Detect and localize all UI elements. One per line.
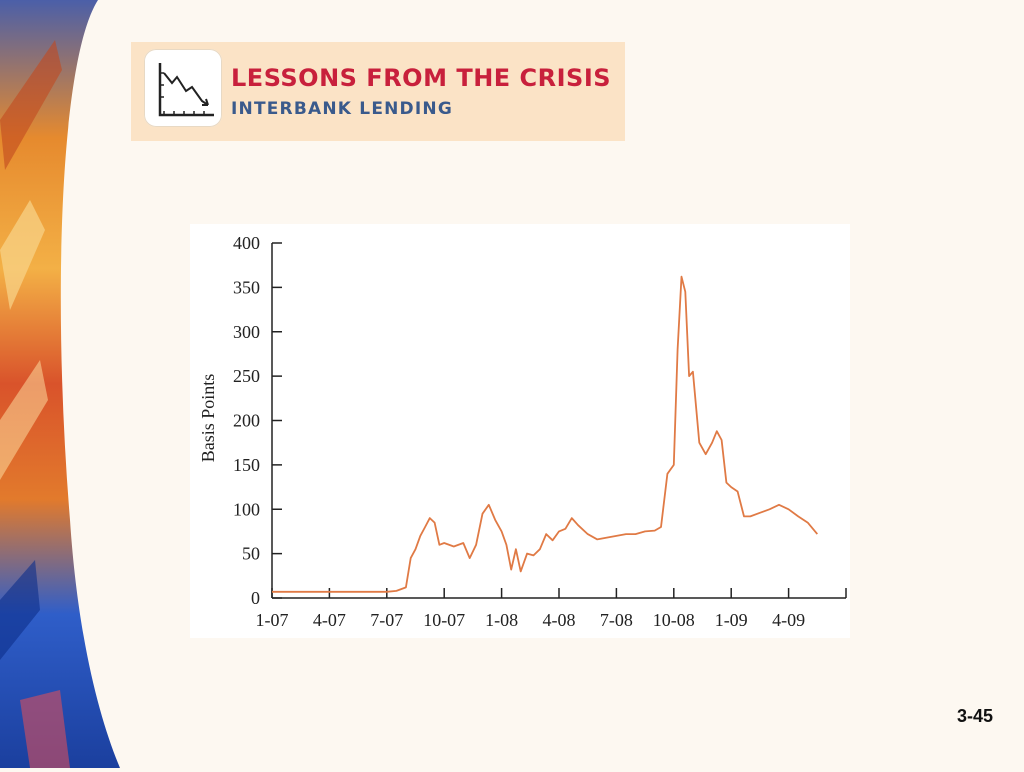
y-tick-label: 350 (233, 277, 260, 297)
y-tick-label: 150 (233, 455, 260, 475)
interbank-spread-chart: 0 50 100 150 200 250 300 350 400 1-07 4-07 7-07 10-… (198, 233, 847, 630)
x-axis: 1-07 4-07 7-07 10-07 1-08 4-08 7-08 10-08 1-09 4-… (256, 588, 847, 630)
x-tick-label: 4-07 (313, 610, 346, 630)
y-tick-label: 50 (242, 544, 260, 564)
y-tick-label: 250 (233, 366, 260, 386)
decorative-side-art (0, 0, 120, 768)
lesson-banner: LESSONS FROM THE CRISIS INTERBANK LENDIN… (131, 42, 625, 141)
y-tick-label: 0 (251, 588, 260, 608)
y-axis-title: Basis Points (198, 374, 218, 463)
x-tick-label: 10-08 (653, 610, 695, 630)
x-tick-label: 4-08 (543, 610, 576, 630)
x-tick-label: 1-08 (485, 610, 518, 630)
x-tick-label: 1-07 (256, 610, 289, 630)
y-tick-label: 400 (233, 233, 260, 253)
y-tick-label: 200 (233, 411, 260, 431)
x-tick-label: 1-09 (715, 610, 748, 630)
x-tick-label: 10-07 (423, 610, 465, 630)
series-line (272, 275, 818, 593)
banner-subtitle: INTERBANK LENDING (231, 99, 453, 119)
declining-chart-icon (144, 49, 222, 127)
slide-number: 3-45 (956, 706, 994, 726)
x-tick-label: 7-08 (600, 610, 633, 630)
x-tick-label: 7-07 (370, 610, 403, 630)
series-group (272, 275, 818, 593)
y-tick-label: 100 (233, 499, 260, 519)
y-axis: 0 50 100 150 200 250 300 350 400 (233, 233, 282, 608)
y-tick-label: 300 (233, 322, 260, 342)
banner-title: LESSONS FROM THE CRISIS (231, 64, 612, 92)
chart-panel: 0 50 100 150 200 250 300 350 400 1-07 4-07 7-07 10-… (190, 224, 850, 638)
x-tick-label: 4-09 (772, 610, 805, 630)
